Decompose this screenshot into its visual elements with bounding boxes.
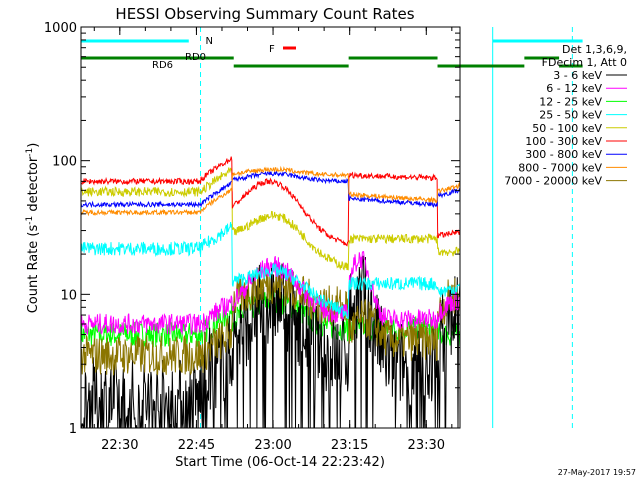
legend-label-1: 3 - 6 keV xyxy=(553,69,602,82)
y-tick-label-3: 1000 xyxy=(44,21,77,36)
legend: Det 1,3,6,9, FDecim 1, Att 0 3 - 6 keV6 … xyxy=(504,43,627,188)
footer-date: 27-May-2017 19:57 xyxy=(558,468,636,477)
series-line-4 xyxy=(80,222,461,320)
legend-label-4: 25 - 50 keV xyxy=(539,109,602,122)
x-tick-label-2: 23:00 xyxy=(254,438,291,453)
y-tick-label-0: 1 xyxy=(69,422,77,437)
x-tick-label-0: 22:30 xyxy=(101,438,138,453)
chart-title: HESSI Observing Summary Count Rates xyxy=(115,5,414,23)
x-axis-label: Start Time (06-Oct-14 22:23:42) xyxy=(175,455,385,470)
night-label: N xyxy=(205,36,212,47)
series-line-6 xyxy=(80,156,461,247)
plot-frame xyxy=(80,26,461,429)
series-line-8 xyxy=(80,165,461,217)
x-tick-label-4: 23:30 xyxy=(408,438,445,453)
y-tick-label-2: 100 xyxy=(52,155,77,170)
series-line-7 xyxy=(80,169,461,209)
legend-label-6: 100 - 300 keV xyxy=(525,135,602,148)
axes: 22:30 22:45 23:00 23:15 23:30 1 10 100 1000 xyxy=(44,21,460,453)
rd6-label: RD6 xyxy=(152,60,173,71)
legend-label-5: 50 - 100 keV xyxy=(532,122,602,135)
series-line-2 xyxy=(80,251,461,336)
rd0-label: RD0 xyxy=(185,52,206,63)
legend-label-3: 12 - 25 keV xyxy=(539,95,602,108)
series-line-9 xyxy=(80,267,461,376)
y-axis-label: Count Rate (s-1 detector-1) xyxy=(25,143,41,314)
legend-label-7: 300 - 800 keV xyxy=(525,148,602,161)
y-tick-label-1: 10 xyxy=(60,288,77,303)
flare-label: F xyxy=(269,44,275,55)
legend-header-line-1: Det 1,3,6,9, xyxy=(562,43,627,56)
x-tick-label-3: 23:15 xyxy=(331,438,368,453)
series-line-5 xyxy=(80,167,460,271)
x-tick-label-1: 22:45 xyxy=(178,438,215,453)
legend-label-9: 7000 - 20000 keV xyxy=(504,175,602,188)
plot-area: N RD0 RD6 F xyxy=(80,27,583,429)
legend-label-8: 800 - 7000 keV xyxy=(518,161,602,174)
legend-header-line-2: FDecim 1, Att 0 xyxy=(542,56,627,69)
legend-label-2: 6 - 12 keV xyxy=(546,82,602,95)
